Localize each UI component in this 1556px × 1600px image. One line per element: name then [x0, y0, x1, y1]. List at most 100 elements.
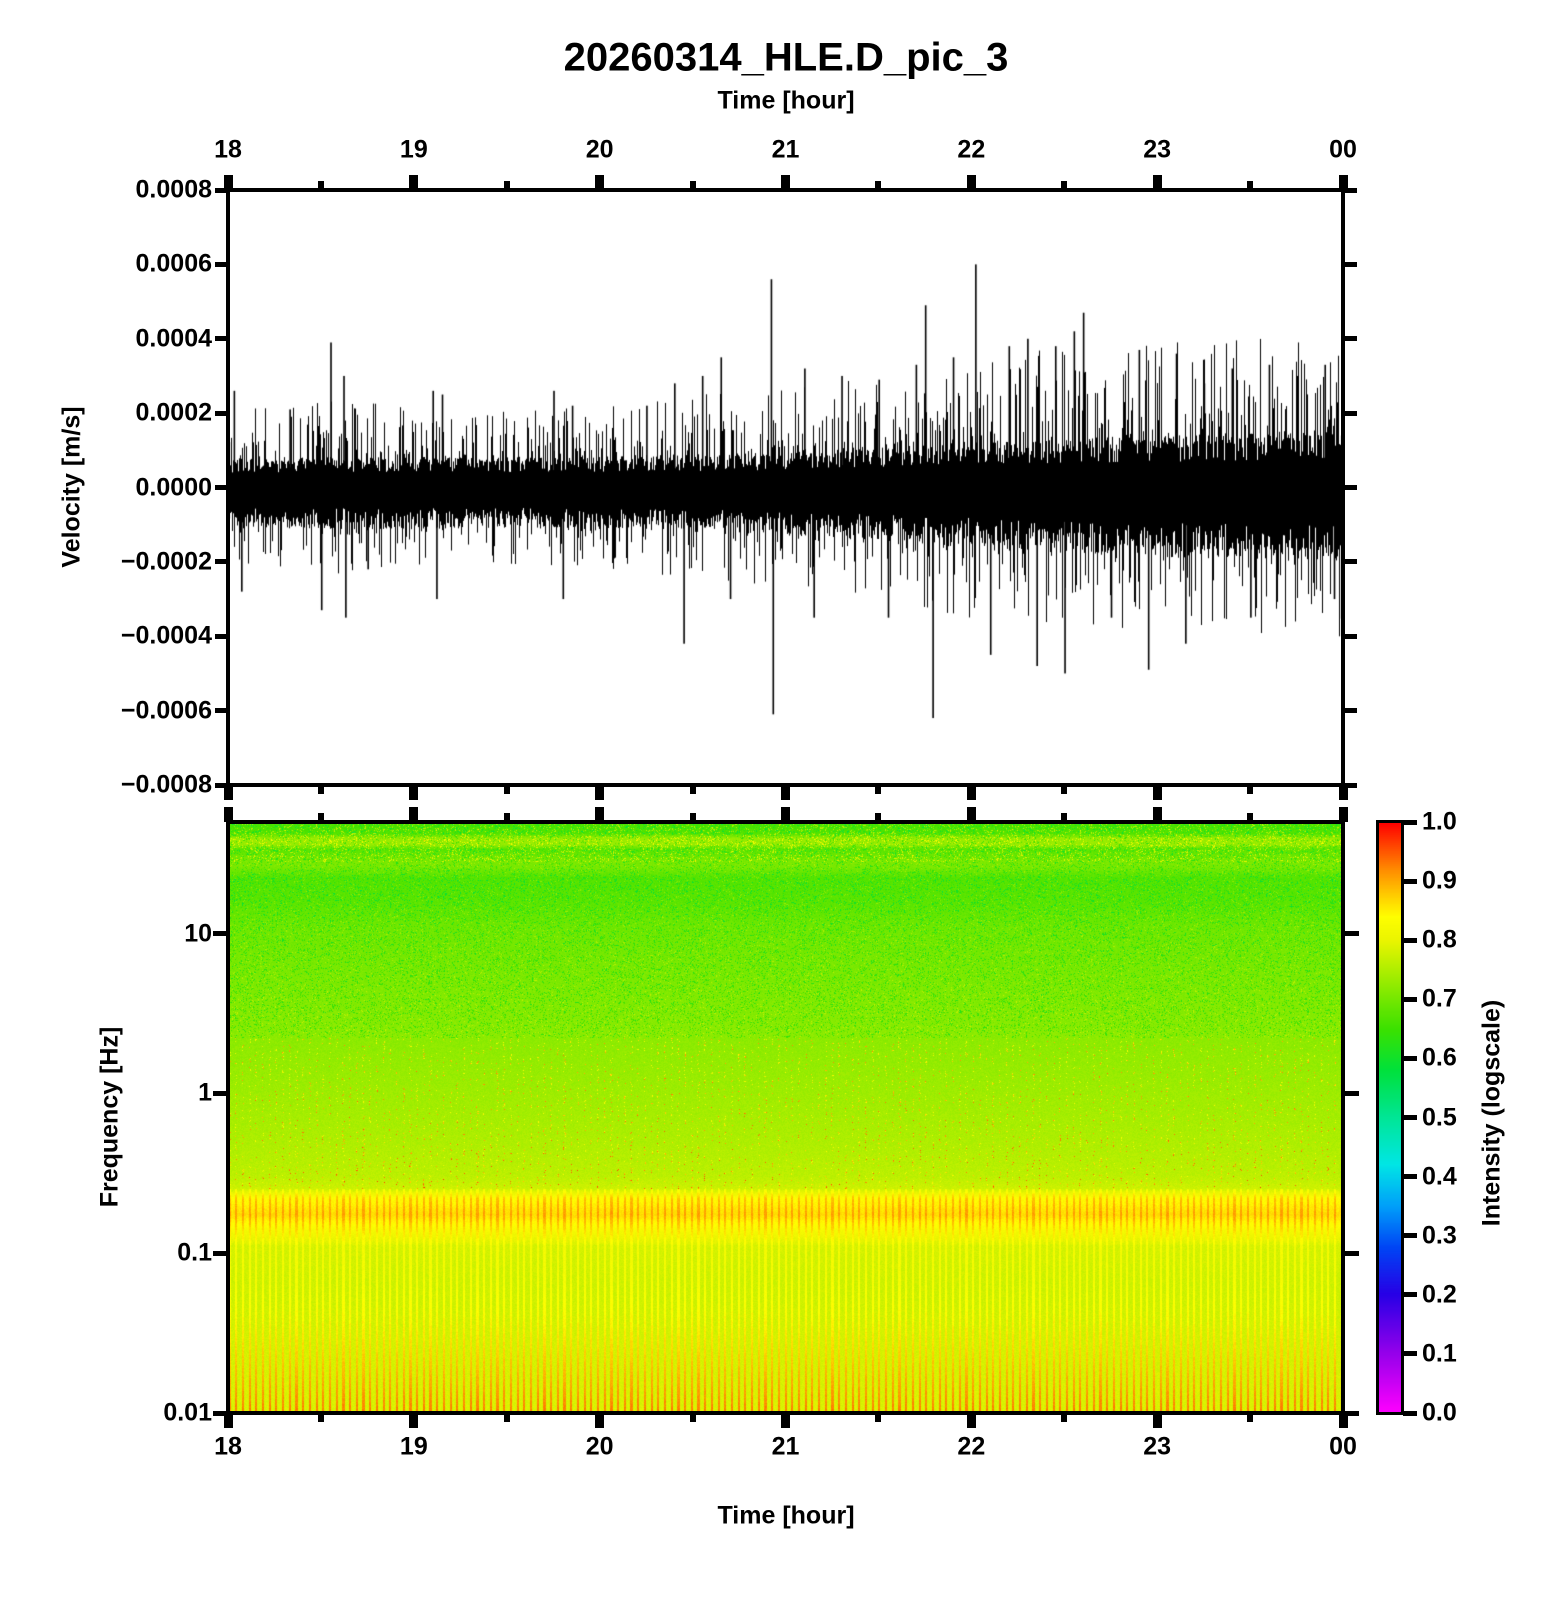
velocity-tick	[1343, 633, 1357, 639]
colorbar-tick	[1403, 1351, 1417, 1357]
colorbar-tick-label: 0.8	[1422, 925, 1457, 954]
colorbar-tick-label: 0.0	[1422, 1398, 1457, 1427]
waveform-canvas	[228, 190, 1343, 785]
time-tick	[781, 175, 790, 190]
time-tick	[503, 1413, 510, 1422]
time-tick	[409, 175, 419, 190]
x-tick-label-bottom: 23	[1143, 1432, 1172, 1461]
time-tick	[503, 785, 510, 794]
time-tick	[1247, 1413, 1254, 1422]
figure-title: 20260314_HLE.D_pic_3	[563, 35, 1009, 80]
colorbar-tick	[1403, 1292, 1417, 1298]
velocity-tick	[1343, 261, 1357, 267]
top-axis-title: Time [hour]	[717, 86, 855, 115]
time-tick	[503, 813, 510, 822]
velocity-tick	[1343, 410, 1357, 416]
frequency-tick	[212, 1250, 228, 1256]
time-tick	[1152, 175, 1162, 190]
velocity-axis-label: Velocity [m/s]	[57, 406, 86, 568]
velocity-tick	[214, 261, 228, 267]
colorbar-tick-label: 0.2	[1422, 1280, 1457, 1309]
velocity-tick	[214, 708, 228, 714]
time-tick	[595, 785, 605, 800]
frequency-tick	[1343, 931, 1359, 937]
x-tick-label-top: 23	[1143, 135, 1172, 164]
time-tick	[1061, 785, 1068, 794]
time-tick	[875, 181, 882, 190]
time-tick	[1338, 807, 1348, 822]
colorbar-tick	[1403, 1410, 1417, 1416]
velocity-tick-label: 0.0006	[135, 249, 212, 278]
time-tick	[689, 1413, 696, 1422]
velocity-tick	[214, 187, 228, 193]
time-tick	[1247, 813, 1254, 822]
colorbar-gradient	[1378, 822, 1402, 1413]
spectrogram-canvas	[228, 822, 1343, 1413]
time-tick	[1061, 813, 1068, 822]
time-tick	[595, 175, 605, 190]
velocity-tick	[1343, 559, 1357, 565]
time-tick	[223, 1413, 233, 1428]
time-tick	[595, 807, 605, 822]
time-tick	[1247, 785, 1254, 794]
x-tick-label-bottom: 18	[214, 1432, 242, 1461]
time-tick	[781, 1413, 790, 1428]
colorbar-tick-label: 0.7	[1422, 984, 1457, 1013]
time-tick	[223, 807, 233, 822]
x-tick-label-top: 19	[399, 135, 428, 164]
x-tick-label-top: 20	[585, 135, 614, 164]
time-tick	[781, 785, 790, 800]
colorbar-tick	[1403, 937, 1417, 943]
time-tick	[875, 1413, 882, 1422]
colorbar-tick	[1403, 1174, 1417, 1180]
colorbar-tick	[1403, 996, 1417, 1002]
velocity-tick-label: 0.0002	[135, 398, 212, 427]
time-tick	[689, 813, 696, 822]
colorbar-tick	[1403, 878, 1417, 884]
velocity-tick	[214, 485, 228, 490]
time-tick	[317, 785, 324, 794]
velocity-tick-label: 0.0000	[135, 473, 212, 501]
x-tick-label-bottom: 19	[399, 1432, 428, 1461]
time-tick	[1061, 181, 1068, 190]
colorbar-tick-label: 0.5	[1422, 1103, 1457, 1131]
velocity-tick	[214, 559, 228, 565]
time-tick	[317, 813, 324, 822]
time-tick	[1152, 1413, 1162, 1428]
x-tick-label-top: 00	[1329, 135, 1357, 164]
velocity-tick	[1343, 187, 1357, 193]
velocity-tick	[214, 336, 228, 342]
frequency-axis-label: Frequency [Hz]	[95, 1026, 124, 1208]
time-tick	[317, 1413, 324, 1422]
time-tick	[966, 807, 976, 822]
time-tick	[689, 785, 696, 794]
time-tick	[875, 785, 882, 794]
velocity-tick	[214, 782, 228, 788]
frequency-tick	[1343, 1410, 1359, 1416]
time-tick	[1247, 181, 1254, 190]
frequency-tick-label: 0.01	[163, 1398, 212, 1427]
velocity-tick	[214, 633, 228, 639]
time-tick	[966, 1413, 976, 1428]
colorbar-label: Intensity (logscale)	[1477, 999, 1506, 1227]
time-tick	[409, 1413, 419, 1428]
frequency-tick-label: 1	[198, 1078, 212, 1107]
x-tick-label-bottom: 21	[771, 1432, 800, 1461]
time-tick	[1338, 785, 1348, 800]
time-tick	[966, 175, 976, 190]
velocity-tick	[214, 410, 228, 416]
x-tick-label-bottom: 22	[957, 1432, 986, 1461]
colorbar-tick-label: 0.9	[1422, 866, 1457, 895]
frequency-tick	[212, 931, 228, 937]
frequency-tick	[212, 1090, 228, 1096]
time-tick	[503, 181, 510, 190]
velocity-tick	[1343, 336, 1357, 342]
colorbar-tick	[1403, 1115, 1417, 1120]
frequency-tick	[1343, 1090, 1359, 1096]
velocity-tick-label: −0.0008	[120, 770, 212, 799]
x-tick-label-top: 18	[214, 135, 242, 164]
colorbar-tick-label: 0.3	[1422, 1221, 1457, 1250]
time-tick	[223, 785, 233, 800]
time-tick	[689, 181, 696, 190]
